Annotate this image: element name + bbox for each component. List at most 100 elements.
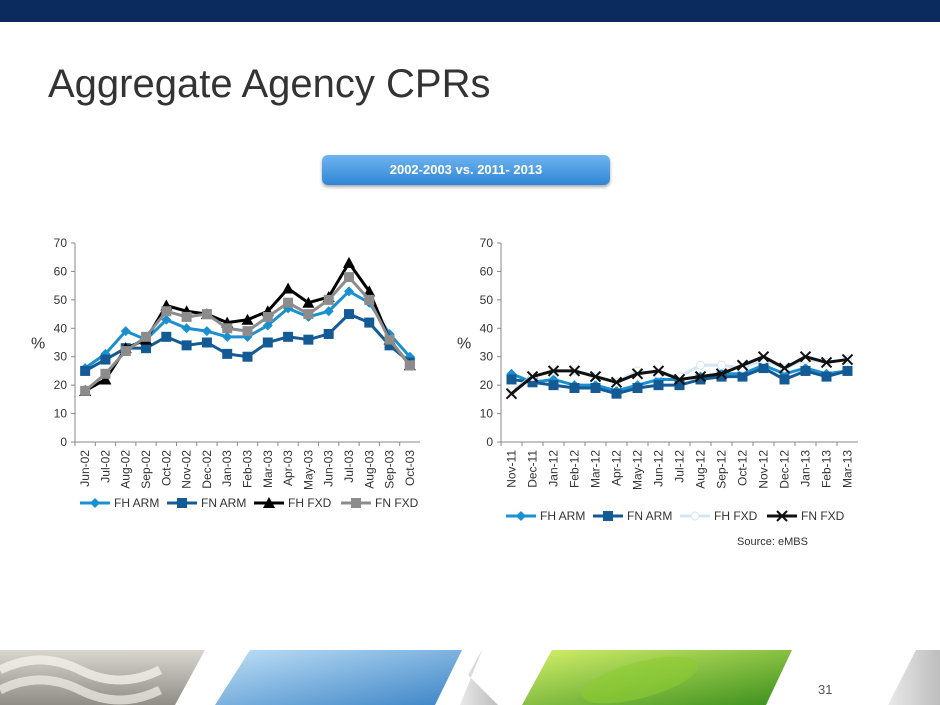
- y-tick-label: 0: [60, 435, 67, 449]
- x-tick-label: Jan-13: [799, 450, 813, 487]
- chart-2002-2003: 0 10 20 30 40 50 60 70% Jun-02 Jul-02 Aug-02 Sep-02…: [31, 236, 420, 510]
- x-tick-label: Nov-12: [757, 450, 771, 489]
- data-point: [343, 309, 354, 320]
- y-axis-label: %: [31, 336, 45, 353]
- data-point: [242, 331, 253, 342]
- data-point: [282, 282, 295, 294]
- series-fn-fxd: [80, 272, 415, 396]
- data-point: [323, 294, 334, 305]
- data-point: [161, 314, 172, 325]
- data-point: [611, 388, 622, 399]
- data-point: [181, 323, 192, 334]
- data-point: [303, 334, 314, 345]
- data-point: [80, 385, 91, 396]
- x-tick-label: Jul-12: [673, 450, 687, 483]
- data-point: [758, 363, 769, 374]
- legend-marker: [603, 511, 613, 521]
- x-tick-label: Mar-13: [841, 450, 855, 488]
- data-point: [323, 306, 334, 317]
- data-point: [695, 374, 706, 385]
- y-tick-label: 60: [54, 264, 68, 278]
- data-point: [222, 331, 233, 342]
- data-point: [653, 380, 664, 391]
- data-point: [716, 371, 727, 382]
- x-tick-label: Jul-03: [342, 450, 356, 483]
- data-point: [505, 387, 518, 400]
- data-point: [820, 356, 833, 369]
- data-point: [120, 326, 131, 337]
- data-point: [161, 331, 172, 342]
- legend-label: FN ARM: [627, 509, 672, 523]
- legend-marker: [177, 498, 187, 508]
- data-point: [673, 373, 686, 386]
- y-tick-label: 10: [480, 407, 494, 421]
- data-point: [589, 370, 602, 383]
- data-point: [610, 376, 623, 389]
- data-point: [141, 343, 152, 354]
- y-tick-label: 30: [54, 350, 68, 364]
- data-point: [736, 359, 749, 371]
- x-tick-label: Jun-02: [78, 450, 92, 487]
- data-point: [303, 309, 314, 320]
- data-point: [569, 382, 580, 393]
- y-tick-label: 20: [54, 378, 68, 392]
- data-point: [842, 365, 853, 376]
- x-tick-label: Sep-02: [139, 450, 153, 489]
- y-tick-label: 50: [54, 293, 68, 307]
- legend-label: FN FXD: [375, 496, 419, 510]
- x-tick-label: Oct-03: [403, 450, 417, 486]
- data-point: [343, 286, 354, 297]
- data-point: [262, 311, 273, 322]
- y-tick-label: 30: [480, 350, 494, 364]
- x-tick-label: Dec-12: [778, 450, 792, 489]
- data-point: [262, 337, 273, 348]
- legend-marker: [776, 510, 788, 522]
- data-point: [799, 351, 812, 363]
- x-tick-label: May-12: [631, 450, 645, 490]
- y-tick-label: 0: [486, 435, 493, 449]
- data-point: [527, 377, 538, 388]
- y-tick-label: 50: [480, 293, 494, 307]
- data-point: [343, 272, 354, 283]
- data-point: [821, 371, 832, 382]
- y-tick-label: 20: [480, 378, 494, 392]
- data-point: [283, 331, 294, 342]
- data-point: [242, 351, 253, 362]
- x-tick-label: Feb-12: [568, 450, 582, 488]
- data-point: [283, 297, 294, 308]
- x-tick-label: Aug-02: [119, 450, 133, 489]
- x-tick-label: Feb-03: [241, 450, 255, 488]
- data-point: [201, 309, 212, 320]
- x-tick-label: Mar-12: [589, 450, 603, 488]
- data-point: [404, 351, 415, 362]
- x-tick-label: Jan-12: [547, 450, 561, 487]
- y-tick-label: 70: [480, 236, 494, 250]
- x-tick-label: Sep-12: [715, 450, 729, 489]
- data-point: [384, 334, 395, 345]
- x-tick-label: Nov-11: [505, 450, 519, 488]
- data-point: [201, 326, 212, 337]
- x-tick-label: Sep-03: [383, 450, 397, 489]
- x-tick-label: Jun-12: [652, 450, 666, 487]
- data-point: [404, 360, 415, 371]
- data-point: [342, 256, 355, 268]
- data-point: [715, 368, 728, 380]
- y-tick-label: 70: [54, 236, 68, 250]
- data-point: [841, 353, 854, 366]
- legend-marker: [263, 497, 275, 508]
- y-axis-label: %: [457, 336, 471, 353]
- data-point: [506, 374, 517, 385]
- data-point: [674, 380, 685, 391]
- data-point: [99, 373, 112, 385]
- data-point: [242, 326, 253, 337]
- x-tick-label: May-03: [301, 450, 315, 490]
- legend-label: FN FXD: [801, 509, 845, 523]
- data-point: [717, 360, 726, 370]
- data-point: [652, 365, 665, 377]
- data-point: [80, 365, 91, 376]
- slide-title: Aggregate Agency CPRs: [48, 62, 491, 106]
- data-point: [201, 337, 212, 348]
- data-point: [548, 380, 559, 391]
- x-tick-label: Dec-02: [200, 450, 214, 489]
- x-tick-label: Apr-12: [610, 450, 624, 486]
